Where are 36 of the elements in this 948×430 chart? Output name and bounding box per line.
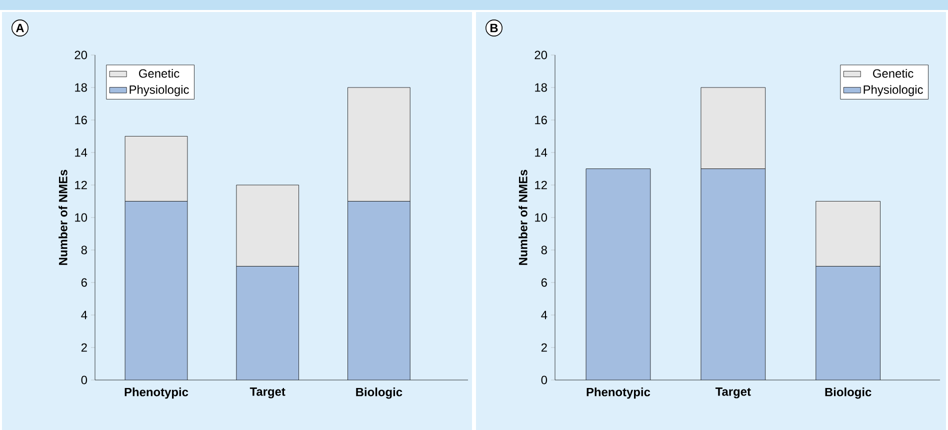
- y-tick-label: 18: [535, 83, 547, 92]
- legend-label: Physiologic: [130, 85, 189, 96]
- y-tick-label: 8: [81, 246, 87, 254]
- y-tick-label: 2: [541, 343, 547, 352]
- legend-label: Genetic: [139, 68, 180, 78]
- y-axis-title: Number of NMEs: [518, 170, 528, 265]
- text: A: [16, 24, 24, 32]
- legend-label: Genetic: [873, 68, 914, 78]
- y-tick-label: 12: [535, 180, 547, 190]
- y-tick-label: 18: [75, 83, 87, 92]
- y-tick-label: 14: [75, 148, 88, 157]
- x-tick-label: Phenotypic: [124, 388, 188, 399]
- y-tick-label: 0: [81, 376, 88, 384]
- y-tick-label: 10: [535, 213, 548, 222]
- x-tick-label: Phenotypic: [586, 388, 650, 399]
- y-tick-label: 20: [534, 50, 548, 60]
- text: B: [490, 24, 498, 32]
- x-tick-label: Biologic: [825, 388, 872, 399]
- x-tick-label: Biologic: [356, 388, 402, 399]
- y-tick-label: 8: [541, 246, 547, 254]
- y-tick-label: 12: [75, 180, 87, 190]
- y-tick-label: 10: [75, 213, 88, 222]
- x-tick-label: Target: [250, 388, 286, 398]
- y-tick-label: 20: [74, 50, 88, 60]
- legend-label: Physiologic: [864, 85, 923, 96]
- y-tick-label: 4: [541, 310, 548, 320]
- y-tick-label: 16: [535, 116, 547, 124]
- y-axis-title: Number of NMEs: [58, 170, 68, 265]
- y-tick-label: 2: [81, 343, 87, 352]
- y-tick-label: 14: [535, 148, 548, 157]
- y-tick-label: 16: [75, 116, 87, 124]
- x-tick-label: Target: [715, 388, 751, 398]
- y-tick-label: 6: [541, 278, 547, 287]
- y-tick-label: 0: [541, 376, 548, 384]
- y-tick-label: 6: [81, 278, 87, 287]
- y-tick-label: 4: [81, 310, 88, 320]
